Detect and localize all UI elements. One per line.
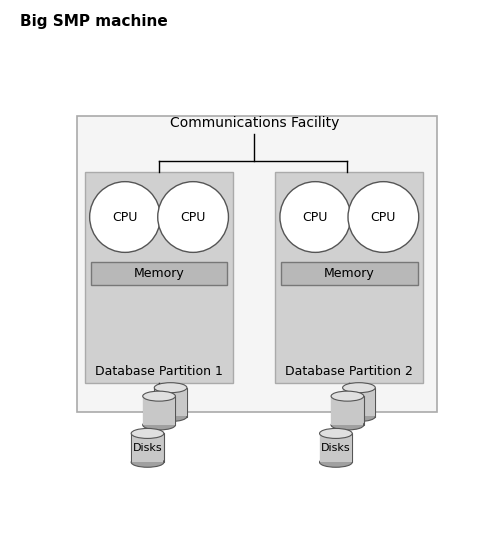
FancyBboxPatch shape bbox=[155, 388, 186, 416]
Text: Database Partition 2: Database Partition 2 bbox=[285, 365, 413, 378]
Circle shape bbox=[90, 182, 160, 252]
Circle shape bbox=[280, 182, 351, 252]
Ellipse shape bbox=[154, 411, 187, 421]
Ellipse shape bbox=[343, 411, 375, 421]
FancyBboxPatch shape bbox=[91, 262, 227, 285]
FancyBboxPatch shape bbox=[154, 388, 187, 416]
Ellipse shape bbox=[131, 428, 164, 438]
Ellipse shape bbox=[343, 383, 375, 393]
FancyBboxPatch shape bbox=[131, 433, 164, 462]
Text: CPU: CPU bbox=[371, 211, 396, 223]
FancyBboxPatch shape bbox=[331, 396, 364, 425]
Text: Communications Facility: Communications Facility bbox=[170, 116, 339, 130]
FancyBboxPatch shape bbox=[343, 388, 375, 416]
Text: Big SMP machine: Big SMP machine bbox=[20, 14, 168, 29]
Ellipse shape bbox=[143, 420, 176, 430]
Ellipse shape bbox=[131, 457, 164, 467]
FancyBboxPatch shape bbox=[143, 396, 176, 425]
Ellipse shape bbox=[154, 383, 187, 393]
Ellipse shape bbox=[319, 457, 352, 467]
FancyBboxPatch shape bbox=[281, 262, 418, 285]
Text: Memory: Memory bbox=[324, 267, 374, 280]
FancyBboxPatch shape bbox=[320, 433, 352, 462]
Text: Disks: Disks bbox=[321, 443, 351, 453]
Ellipse shape bbox=[143, 391, 176, 401]
Text: CPU: CPU bbox=[181, 211, 206, 223]
Circle shape bbox=[348, 182, 419, 252]
FancyBboxPatch shape bbox=[143, 396, 175, 425]
FancyBboxPatch shape bbox=[77, 116, 437, 413]
FancyBboxPatch shape bbox=[319, 433, 352, 462]
Text: Disks: Disks bbox=[133, 443, 162, 453]
Text: CPU: CPU bbox=[112, 211, 138, 223]
FancyBboxPatch shape bbox=[331, 396, 364, 425]
Ellipse shape bbox=[319, 428, 352, 438]
FancyBboxPatch shape bbox=[343, 388, 375, 416]
FancyBboxPatch shape bbox=[131, 433, 164, 462]
FancyBboxPatch shape bbox=[85, 172, 233, 383]
Ellipse shape bbox=[331, 420, 364, 430]
FancyBboxPatch shape bbox=[275, 172, 424, 383]
Text: CPU: CPU bbox=[303, 211, 328, 223]
Circle shape bbox=[158, 182, 229, 252]
Text: Database Partition 1: Database Partition 1 bbox=[95, 365, 223, 378]
Ellipse shape bbox=[331, 391, 364, 401]
Text: Memory: Memory bbox=[134, 267, 185, 280]
